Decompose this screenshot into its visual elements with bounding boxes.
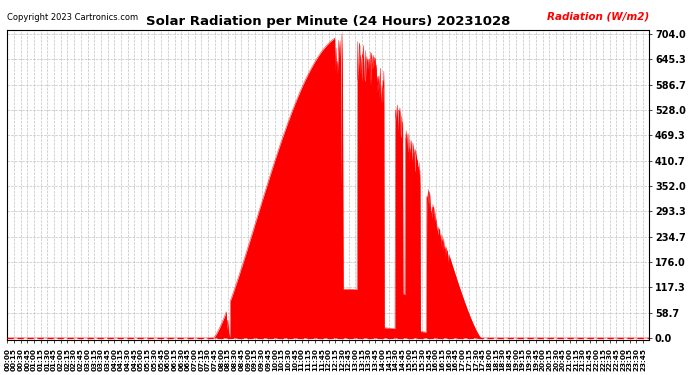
Text: Radiation (W/m2): Radiation (W/m2) (547, 12, 649, 22)
Text: Copyright 2023 Cartronics.com: Copyright 2023 Cartronics.com (7, 13, 138, 22)
Title: Solar Radiation per Minute (24 Hours) 20231028: Solar Radiation per Minute (24 Hours) 20… (146, 15, 511, 28)
